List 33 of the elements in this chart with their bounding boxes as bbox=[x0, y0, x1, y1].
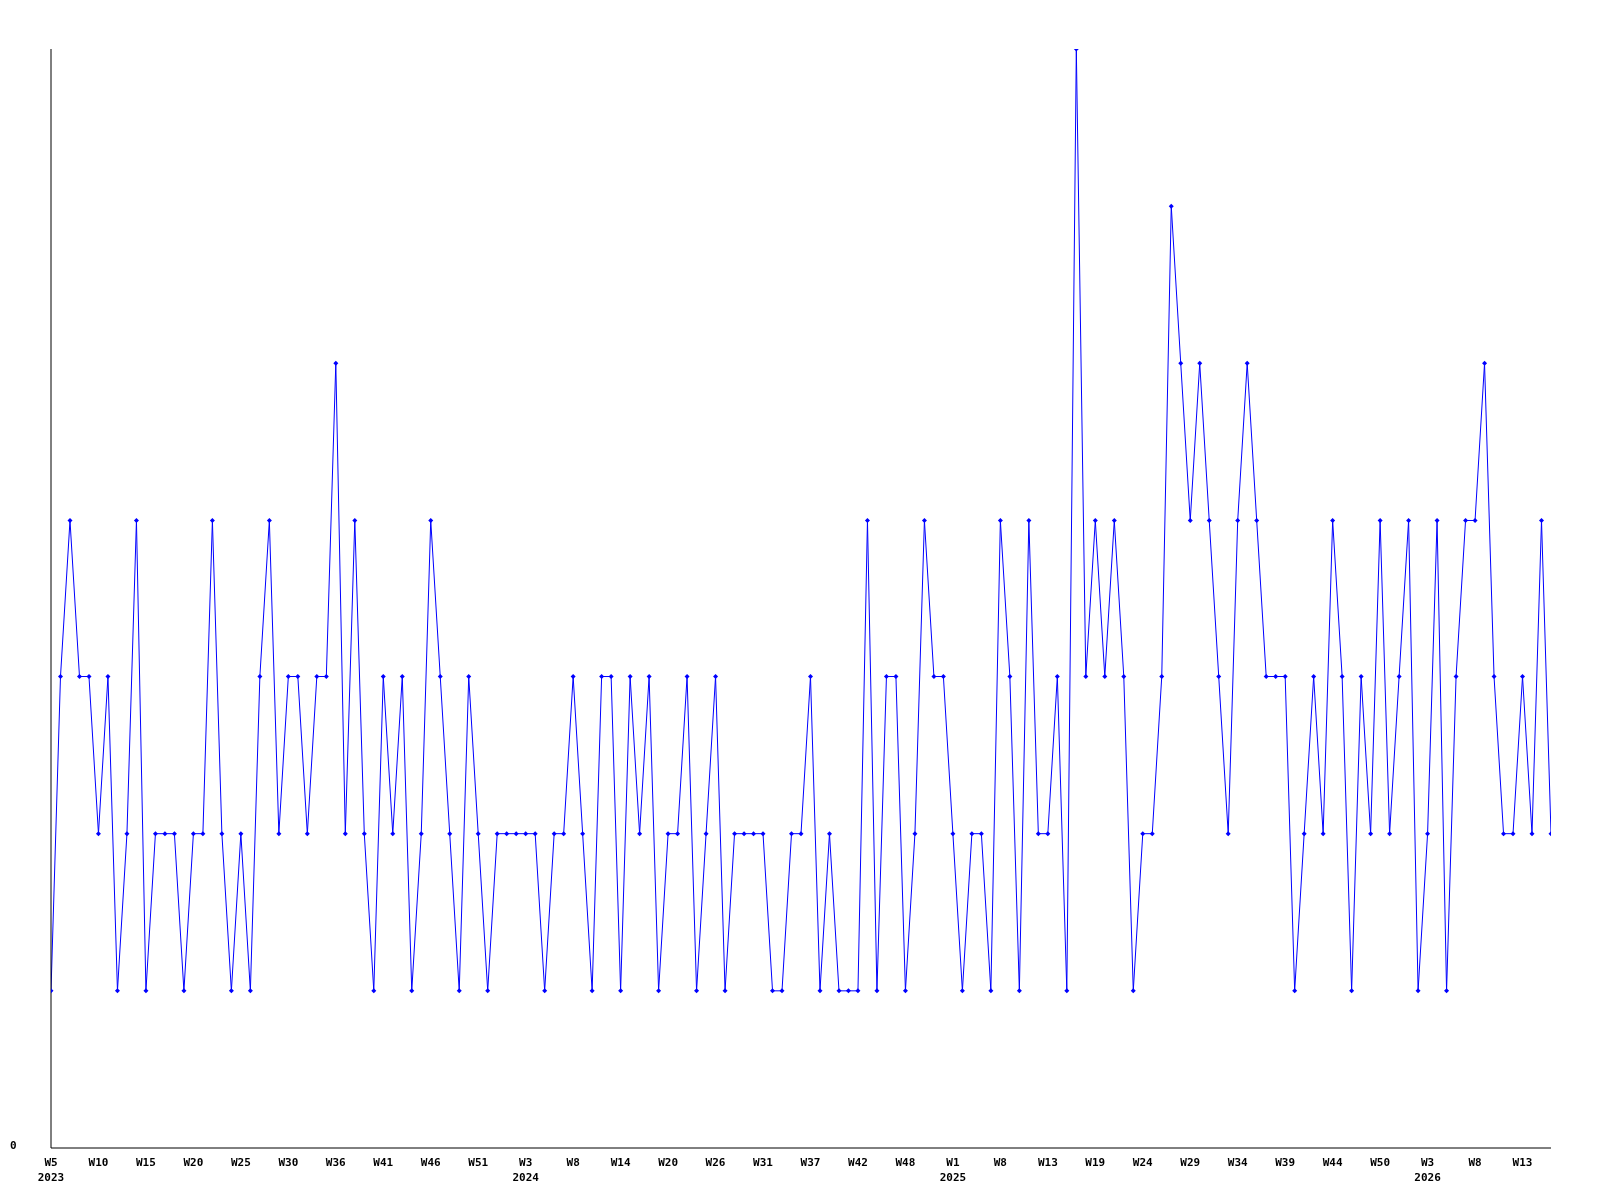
x-tick-label: W5 2023 bbox=[37, 1156, 65, 1184]
x-tick-label: W39 bbox=[1275, 1156, 1296, 1169]
x-tick-label: W13 bbox=[1037, 1156, 1058, 1169]
x-tick-label: W1 2025 bbox=[939, 1156, 967, 1184]
x-tick-label: W10 bbox=[88, 1156, 109, 1169]
x-tick-label: W31 bbox=[753, 1156, 774, 1169]
x-tick-label: W3 2026 bbox=[1414, 1156, 1442, 1184]
x-tick-label: W8 bbox=[993, 1156, 1007, 1169]
x-tick-label: W24 bbox=[1132, 1156, 1154, 1169]
x-tick-label: W19 bbox=[1085, 1156, 1106, 1169]
x-tick-label: W46 bbox=[420, 1156, 442, 1169]
x-tick-label: W20 bbox=[658, 1156, 679, 1169]
x-tick-label: W44 bbox=[1322, 1156, 1343, 1169]
x-tick-label: W48 bbox=[895, 1156, 916, 1169]
x-tick-label: W30 bbox=[278, 1156, 299, 1169]
x-tick-label: W50 bbox=[1370, 1156, 1391, 1169]
x-tick-label: W36 bbox=[325, 1156, 347, 1169]
x-tick-label: W42 bbox=[848, 1156, 868, 1169]
text: 0 bbox=[10, 1139, 17, 1152]
x-tick-label: W13 bbox=[1512, 1156, 1533, 1169]
x-tick-label: W14 bbox=[610, 1156, 631, 1169]
x-tick-label: W37 bbox=[800, 1156, 821, 1169]
x-tick-label: W26 bbox=[705, 1156, 726, 1169]
x-tick-label: W34 bbox=[1227, 1156, 1249, 1169]
x-tick-label: W51 bbox=[468, 1156, 489, 1169]
x-tick-label: W29 bbox=[1180, 1156, 1201, 1169]
x-tick-label: W8 bbox=[1468, 1156, 1482, 1169]
x-tick-label: W20 bbox=[183, 1156, 204, 1169]
x-tick-label: W25 bbox=[230, 1156, 251, 1169]
x-tick-label: W15 bbox=[136, 1156, 156, 1169]
x-tick-label: W3 2024 bbox=[512, 1156, 540, 1184]
x-tick-label: W8 bbox=[566, 1156, 580, 1169]
x-tick-label: W41 bbox=[373, 1156, 394, 1169]
